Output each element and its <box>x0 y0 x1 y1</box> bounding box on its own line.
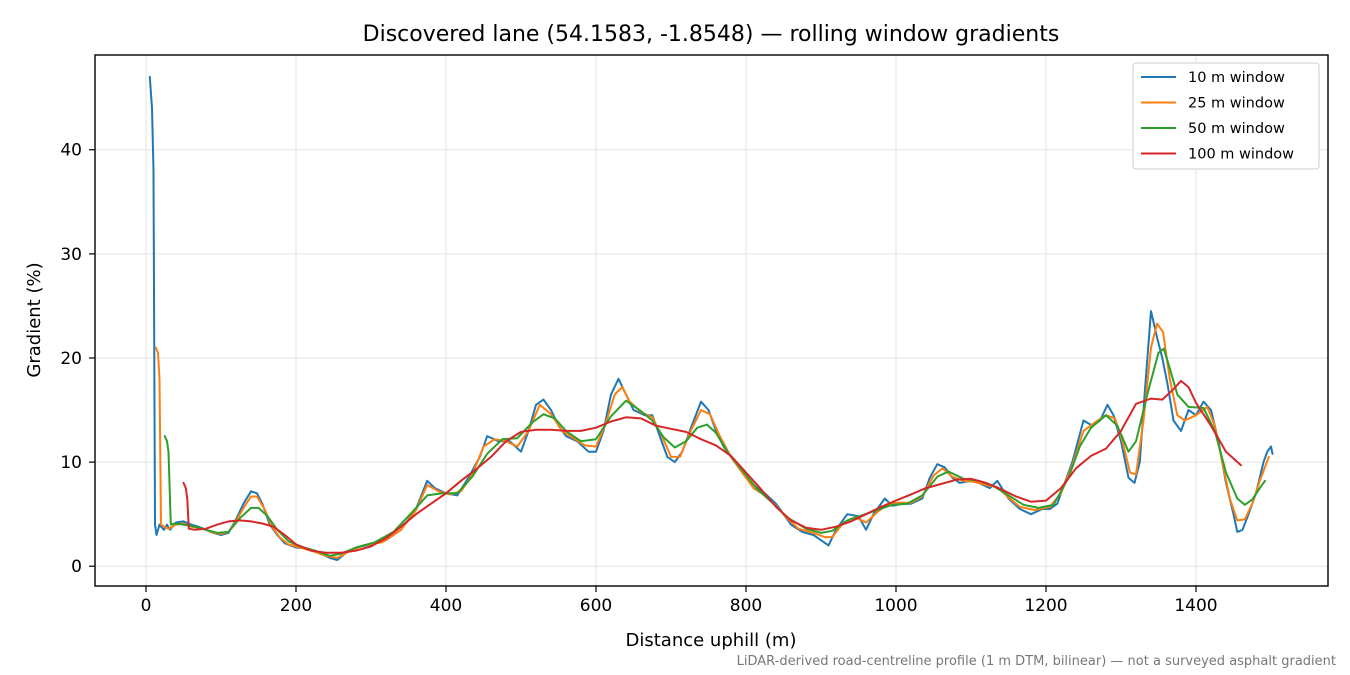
x-tick-label: 1400 <box>1174 596 1217 616</box>
y-tick-label: 40 <box>60 141 82 161</box>
y-tick-label: 10 <box>60 453 82 473</box>
y-tick-label: 0 <box>71 557 82 577</box>
plot-area-frame <box>94 54 1329 587</box>
x-tick-label: 200 <box>280 596 312 616</box>
y-tick-label: 20 <box>60 349 82 369</box>
footnote: LiDAR-derived road-centreline profile (1… <box>737 654 1336 669</box>
legend-label-25-m-window: 25 m window <box>1188 96 1285 112</box>
chart-title: Discovered lane (54.1583, -1.8548) — rol… <box>363 22 1060 47</box>
legend-box <box>1132 62 1320 170</box>
legend-label-100-m-window: 100 m window <box>1188 147 1294 163</box>
series-line-100-m-window <box>182 379 1242 554</box>
y-axis-label: Gradient (%) <box>24 262 45 377</box>
x-tick-label: 1000 <box>874 596 917 616</box>
y-tick-label: 30 <box>60 245 82 265</box>
legend: 10 m window 25 m window 50 m window 100 m w… <box>1132 62 1320 170</box>
axis-ticks: 0 200 400 600 800 1000 1200 1400 0 10 20 30 40 <box>60 141 1217 616</box>
x-tick-label: 600 <box>580 596 612 616</box>
x-tick-label: 800 <box>730 596 762 616</box>
legend-label-50-m-window: 50 m window <box>1188 121 1285 137</box>
x-axis-label: Distance uphill (m) <box>626 630 797 651</box>
x-tick-label: 0 <box>141 596 152 616</box>
series-layer <box>148 75 1274 561</box>
x-tick-label: 400 <box>430 596 462 616</box>
x-tick-label: 1200 <box>1024 596 1067 616</box>
series-line-50-m-window <box>163 347 1266 557</box>
legend-label-10-m-window: 10 m window <box>1188 70 1285 86</box>
